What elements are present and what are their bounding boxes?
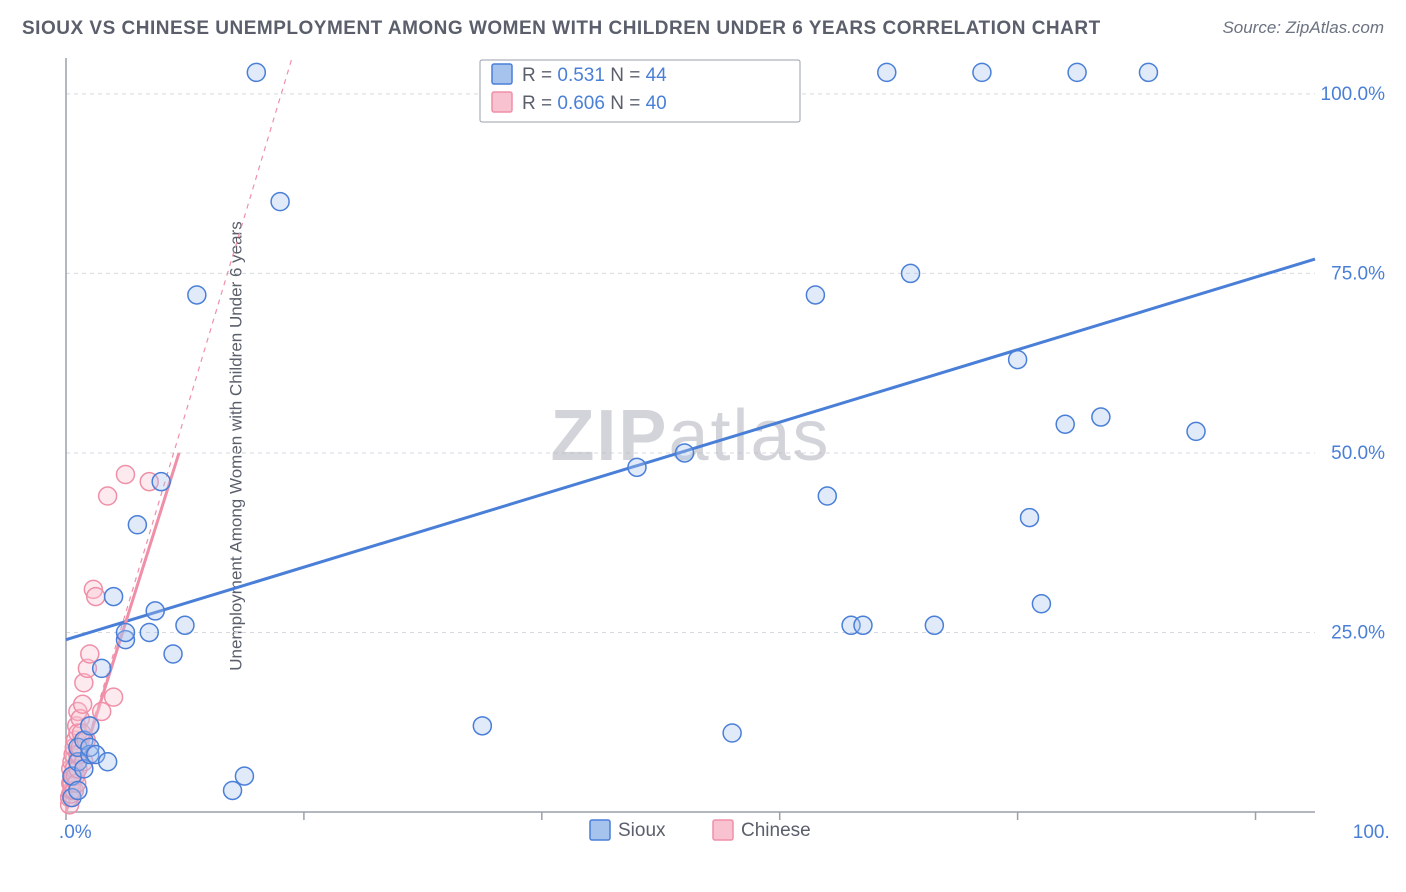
scatter-point <box>676 444 694 462</box>
scatter-point <box>1092 408 1110 426</box>
scatter-point <box>105 688 123 706</box>
legend-stat: R = 0.531 N = 44 <box>522 65 667 86</box>
scatter-point <box>1068 63 1086 81</box>
y-tick-label: 50.0% <box>1331 443 1385 464</box>
scatter-point <box>723 724 741 742</box>
scatter-point <box>69 781 87 799</box>
chart-svg: ZIPatlas 0.0% 100.0% 25.0% 50.0% 75.0% 100.0% R… <box>60 52 1390 842</box>
legend-swatch <box>590 820 610 840</box>
legend-swatch <box>492 92 512 112</box>
scatter-point <box>1009 351 1027 369</box>
scatter-point <box>93 659 111 677</box>
legend-swatch <box>713 820 733 840</box>
scatter-point <box>818 487 836 505</box>
scatter-point <box>140 623 158 641</box>
source-label: Source: ZipAtlas.com <box>1222 18 1384 38</box>
scatter-point <box>188 286 206 304</box>
scatter-point <box>1056 415 1074 433</box>
y-tick-label: 75.0% <box>1331 263 1385 284</box>
scatter-point <box>271 193 289 211</box>
scatter-point <box>854 616 872 634</box>
scatter-point <box>81 645 99 663</box>
scatter-point <box>235 767 253 785</box>
scatter-point <box>224 781 242 799</box>
scatter-point <box>152 473 170 491</box>
scatter-point <box>902 264 920 282</box>
scatter-point <box>878 63 896 81</box>
legend-stat: R = 0.606 N = 40 <box>522 93 667 114</box>
legend-swatch <box>492 64 512 84</box>
scatter-point <box>146 602 164 620</box>
legend-label: Chinese <box>741 820 811 841</box>
chart-title: SIOUX VS CHINESE UNEMPLOYMENT AMONG WOME… <box>22 18 1101 40</box>
scatter-point <box>93 702 111 720</box>
scatter-chart: ZIPatlas 0.0% 100.0% 25.0% 50.0% 75.0% 100.0% R… <box>60 52 1390 842</box>
watermark: ZIPatlas <box>550 396 830 476</box>
scatter-point <box>99 753 117 771</box>
y-tick-label: 25.0% <box>1331 622 1385 643</box>
legend-label: Sioux <box>618 820 666 841</box>
scatter-point <box>1021 509 1039 527</box>
scatter-point <box>128 516 146 534</box>
scatter-point <box>1187 422 1205 440</box>
y-tick-label: 100.0% <box>1321 84 1386 105</box>
scatter-point <box>176 616 194 634</box>
scatter-point <box>1032 595 1050 613</box>
x-tick-label: 100.0% <box>1353 822 1390 842</box>
scatter-point <box>473 717 491 735</box>
scatter-point <box>806 286 824 304</box>
trend-dashed <box>66 58 292 812</box>
scatter-point <box>116 623 134 641</box>
scatter-point <box>628 458 646 476</box>
scatter-point <box>247 63 265 81</box>
scatter-point <box>87 588 105 606</box>
scatter-point <box>74 695 92 713</box>
scatter-point <box>105 588 123 606</box>
scatter-point <box>164 645 182 663</box>
x-tick-label: 0.0% <box>60 822 92 842</box>
scatter-point <box>99 487 117 505</box>
scatter-point <box>116 465 134 483</box>
scatter-point <box>1139 63 1157 81</box>
scatter-point <box>925 616 943 634</box>
scatter-point <box>973 63 991 81</box>
scatter-point <box>81 717 99 735</box>
